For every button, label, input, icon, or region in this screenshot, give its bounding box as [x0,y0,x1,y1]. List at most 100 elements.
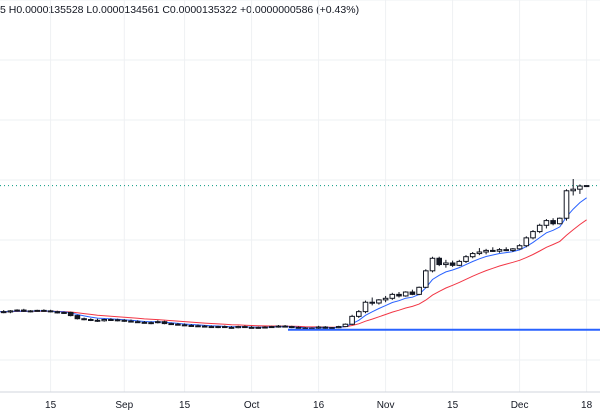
candle[interactable] [94,318,101,322]
candle[interactable] [108,318,114,321]
candle[interactable] [262,326,268,329]
candle[interactable] [563,189,570,221]
candle[interactable] [21,308,27,312]
candle[interactable] [248,326,255,329]
candle[interactable] [376,299,382,305]
candle[interactable] [409,289,416,296]
candle[interactable] [335,325,342,329]
moving-average-slow [0,219,587,328]
candle[interactable] [530,230,536,240]
candle[interactable] [134,320,141,324]
candle[interactable] [141,321,148,324]
candle[interactable] [429,256,436,273]
candle-body [329,327,335,330]
candle[interactable] [322,326,329,329]
candle[interactable] [463,255,469,263]
candle[interactable] [101,318,108,322]
candle[interactable] [389,292,396,300]
candle[interactable] [536,223,543,234]
candle-body [41,309,47,312]
candle[interactable] [168,322,174,326]
candle[interactable] [242,325,248,329]
candle[interactable] [543,219,550,229]
candle[interactable] [583,185,590,188]
candle[interactable] [54,310,61,314]
candle[interactable] [356,310,362,318]
candle[interactable] [61,311,67,315]
candle[interactable] [148,321,154,325]
candle[interactable] [490,247,496,252]
candle[interactable] [402,291,409,297]
candle[interactable] [295,326,302,329]
candle[interactable] [7,310,14,314]
candle[interactable] [382,295,389,303]
candle[interactable] [289,325,295,329]
candle[interactable] [396,292,402,298]
candle[interactable] [416,286,422,296]
candle[interactable] [235,325,241,329]
candle[interactable] [215,325,221,329]
candle[interactable] [282,324,288,328]
candle[interactable] [67,311,74,317]
candle-body [456,260,463,266]
candle[interactable] [443,259,449,268]
candle-body [429,257,436,272]
candle[interactable] [516,244,523,250]
candle[interactable] [349,314,355,325]
candle-body [155,321,161,324]
candle[interactable] [550,218,556,226]
candle-body [215,326,221,329]
candle[interactable] [188,324,195,327]
x-tick-label: Oct [244,400,260,411]
candle[interactable] [74,314,81,320]
candle[interactable] [121,319,128,322]
candle[interactable] [469,251,476,259]
candle[interactable] [47,309,54,313]
candle[interactable] [88,318,94,322]
drawing-tools[interactable] [288,192,600,331]
candle[interactable] [195,324,201,328]
candle[interactable] [27,310,34,313]
candle[interactable] [423,269,429,289]
candle[interactable] [503,247,509,252]
candle[interactable] [342,323,349,328]
candle[interactable] [34,309,41,312]
candle[interactable] [81,317,87,321]
candle[interactable] [369,297,375,306]
candle-body [168,323,174,326]
candle[interactable] [175,322,181,326]
candle[interactable] [128,319,134,323]
candle-body [134,321,141,324]
candle[interactable] [275,324,282,328]
candle[interactable] [41,309,47,312]
candle[interactable] [510,248,516,252]
candle[interactable] [456,259,463,267]
candle[interactable] [523,236,530,248]
candle[interactable] [181,323,188,327]
candle[interactable] [201,324,208,328]
candle[interactable] [570,178,577,196]
candle[interactable] [161,320,168,325]
candle[interactable] [255,326,262,329]
candle[interactable] [483,248,489,255]
candle[interactable] [476,248,483,256]
candle[interactable] [228,326,235,329]
candle[interactable] [268,325,275,329]
candle[interactable] [496,248,503,253]
candle[interactable] [0,310,7,314]
candle[interactable] [557,217,563,225]
candle[interactable] [362,300,369,314]
candle[interactable] [155,320,161,324]
candlestick-series[interactable] [0,178,590,331]
candle[interactable] [208,325,215,329]
candle[interactable] [315,325,322,330]
candle-body [121,319,128,322]
candle-body [356,311,362,317]
candle[interactable] [436,256,442,267]
candle[interactable] [222,325,228,329]
candle[interactable] [14,309,20,312]
candle[interactable] [577,184,583,194]
candle[interactable] [114,318,121,322]
candle[interactable] [449,260,456,267]
